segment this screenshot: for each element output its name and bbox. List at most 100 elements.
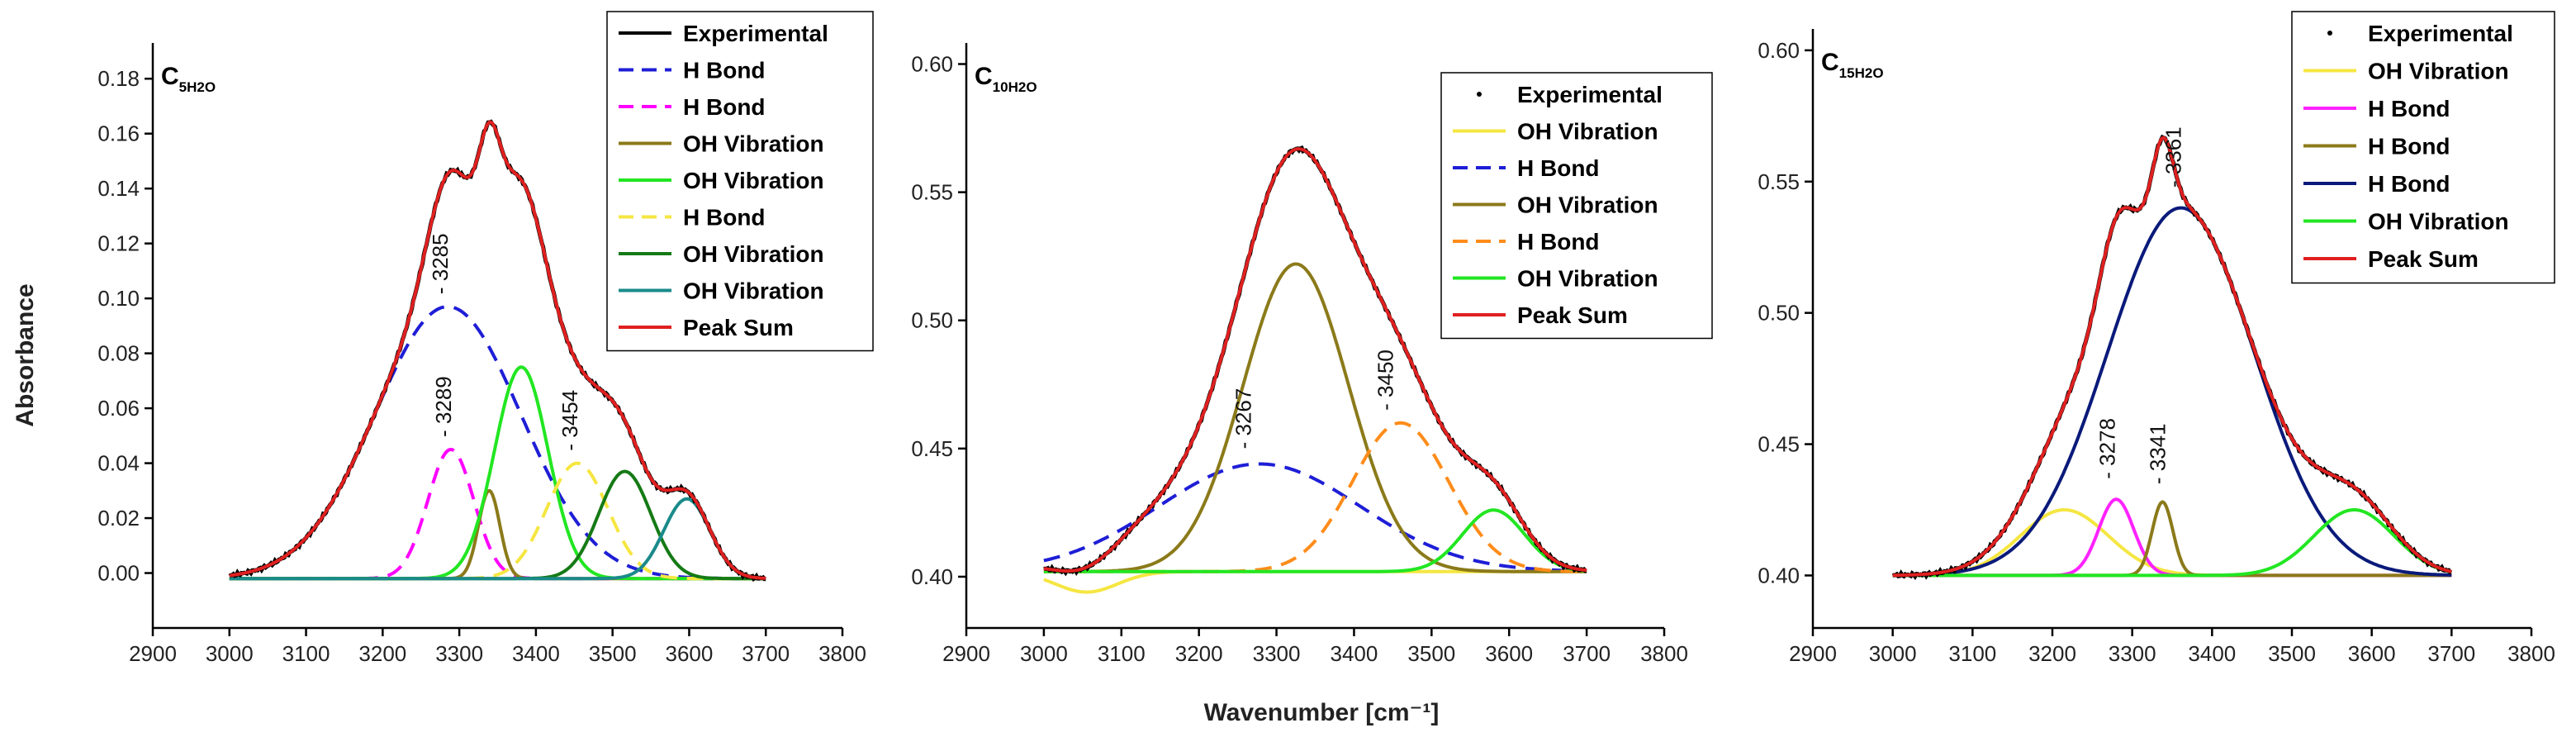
x-tick-label: 3400 — [512, 641, 560, 666]
curves — [1891, 134, 2453, 581]
series-line-oh-vibration — [1043, 262, 1587, 573]
legend-entry: Experimental — [683, 21, 828, 46]
legend-entry: OH Vibration — [1517, 193, 1658, 218]
x-tick-label: 3500 — [1407, 641, 1455, 666]
series-line-peak-sum — [1043, 147, 1587, 573]
peak-annotation: - 3267 — [1231, 388, 1256, 449]
x-tick-label: 2900 — [942, 641, 990, 666]
y-tick-label: 0.55 — [1758, 169, 1800, 194]
legend-entry: OH Vibration — [683, 241, 824, 267]
sample-label: C5H2O — [161, 63, 216, 95]
x-tick-label: 3800 — [2507, 641, 2555, 666]
x-tick-label: 3800 — [1640, 641, 1688, 666]
x-tick-label: 3700 — [2427, 641, 2475, 666]
legend-entry: H Bond — [1517, 229, 1600, 254]
y-tick-label: 0.14 — [97, 176, 140, 201]
x-tick-label: 3000 — [206, 641, 254, 666]
legend-entry: H Bond — [683, 58, 766, 83]
y-axis-label: Absorbance — [12, 283, 39, 426]
series-line-peak-sum — [229, 120, 766, 580]
y-tick-label: 0.40 — [911, 564, 953, 589]
x-tick-label: 2900 — [1789, 641, 1837, 666]
curves — [228, 119, 766, 583]
peak-annotation: - 3450 — [1373, 350, 1397, 411]
legend-entry: OH Vibration — [2368, 209, 2509, 235]
series-line-oh-vibration — [1043, 508, 1587, 573]
x-tick-label: 3100 — [1098, 641, 1146, 666]
legend-swatch — [1477, 92, 1482, 97]
x-tick-label: 3100 — [282, 641, 330, 666]
legend-entry: OH Vibration — [683, 278, 824, 304]
y-tick-label: 0.60 — [911, 52, 953, 77]
y-tick-label: 0.45 — [911, 436, 953, 461]
y-tick-label: 0.50 — [1758, 301, 1800, 326]
y-tick-label: 0.12 — [97, 231, 140, 256]
x-tick-label: 3200 — [2028, 641, 2076, 666]
x-tick-label: 3600 — [2348, 641, 2396, 666]
chart-panel-3: 2900 3000 3100 3200 3300 3400 3500 3600 3700 3800… — [1758, 11, 2555, 666]
x-tick-label: 3500 — [589, 641, 637, 666]
y-tick-label: 0.06 — [97, 396, 140, 421]
series-line-h-bond — [1892, 497, 2452, 578]
x-tick-label: 3600 — [666, 641, 714, 666]
chart-panel-1: 2900 3000 3100 3200 3300 3400 3500 3600 3700 3800… — [97, 11, 874, 666]
series-line-h-bond — [1043, 462, 1587, 573]
legend-entry: H Bond — [2368, 171, 2450, 197]
x-tick-label: 3200 — [358, 641, 406, 666]
peak-annotation: - 3278 — [2094, 418, 2119, 479]
x-tick-label: 3300 — [2109, 641, 2156, 666]
x-tick-label: 3700 — [1563, 641, 1611, 666]
legend-entry: H Bond — [2368, 134, 2450, 159]
series-line-oh-vibration — [229, 365, 766, 581]
legend-entry: H Bond — [2368, 96, 2450, 121]
x-tick-label: 3600 — [1485, 641, 1533, 666]
series-line-h-bond — [1892, 206, 2452, 578]
legend-entry: OH Vibration — [1517, 266, 1658, 292]
y-tick-label: 0.00 — [97, 561, 140, 586]
x-tick-label: 3500 — [2268, 641, 2316, 666]
peak-annotation: - 3285 — [428, 233, 453, 294]
x-tick-label: 3100 — [1948, 641, 1996, 666]
chart-panel-2: 2900 3000 3100 3200 3300 3400 3500 3600 3700 3800… — [911, 43, 1713, 666]
x-tick-label: 3300 — [435, 641, 483, 666]
series-line-oh-vibration — [1043, 569, 1587, 594]
y-tick-label: 0.08 — [97, 341, 140, 366]
peak-annotation: - 3361 — [2161, 126, 2186, 188]
legend-entry: OH Vibration — [683, 131, 824, 157]
legend-entry: Peak Sum — [2368, 246, 2479, 272]
x-axis-label: Wavenumber [cm⁻¹] — [1204, 699, 1440, 726]
y-tick-label: 0.18 — [97, 66, 140, 91]
legend-entry: Peak Sum — [1517, 302, 1628, 328]
x-tick-label: 3300 — [1253, 641, 1301, 666]
x-tick-label: 3200 — [1175, 641, 1223, 666]
series-line-peak-sum — [1892, 136, 2452, 578]
peak-annotation: - 3289 — [431, 376, 456, 437]
y-tick-label: 0.50 — [911, 308, 953, 333]
legend-entry: H Bond — [1517, 155, 1600, 181]
x-tick-label: 3000 — [1020, 641, 1068, 666]
peak-annotation: - 3341 — [2145, 423, 2170, 484]
series-line-oh-vibration — [1892, 508, 2452, 578]
legend-entry: Experimental — [2368, 21, 2513, 46]
y-tick-label: 0.04 — [97, 451, 140, 476]
legend: Experimental H Bond H Bond OH Vibration OH V… — [606, 11, 874, 352]
y-tick-label: 0.02 — [97, 506, 140, 530]
legend-entry: H Bond — [683, 94, 766, 120]
sample-label: C15H2O — [1821, 49, 1884, 81]
x-tick-label: 3400 — [2188, 641, 2236, 666]
series-line-oh-vibration — [1892, 508, 2452, 578]
y-tick-label: 0.55 — [911, 180, 953, 205]
peak-annotation: - 3454 — [557, 390, 582, 451]
x-tick-label: 3700 — [742, 641, 790, 666]
sample-label: C10H2O — [975, 63, 1037, 95]
legend-entry: Experimental — [1517, 82, 1663, 107]
legend-entry: OH Vibration — [683, 168, 824, 193]
x-tick-label: 3000 — [1869, 641, 1917, 666]
legend-entry: Peak Sum — [683, 315, 794, 340]
y-tick-label: 0.10 — [97, 286, 140, 311]
legend: Experimental OH Vibration H Bond H Bond H Bo… — [2291, 11, 2555, 284]
curves — [1043, 145, 1587, 594]
legend: Experimental OH Vibration H Bond OH Vibrati… — [1440, 72, 1713, 340]
x-tick-label: 3400 — [1331, 641, 1378, 666]
